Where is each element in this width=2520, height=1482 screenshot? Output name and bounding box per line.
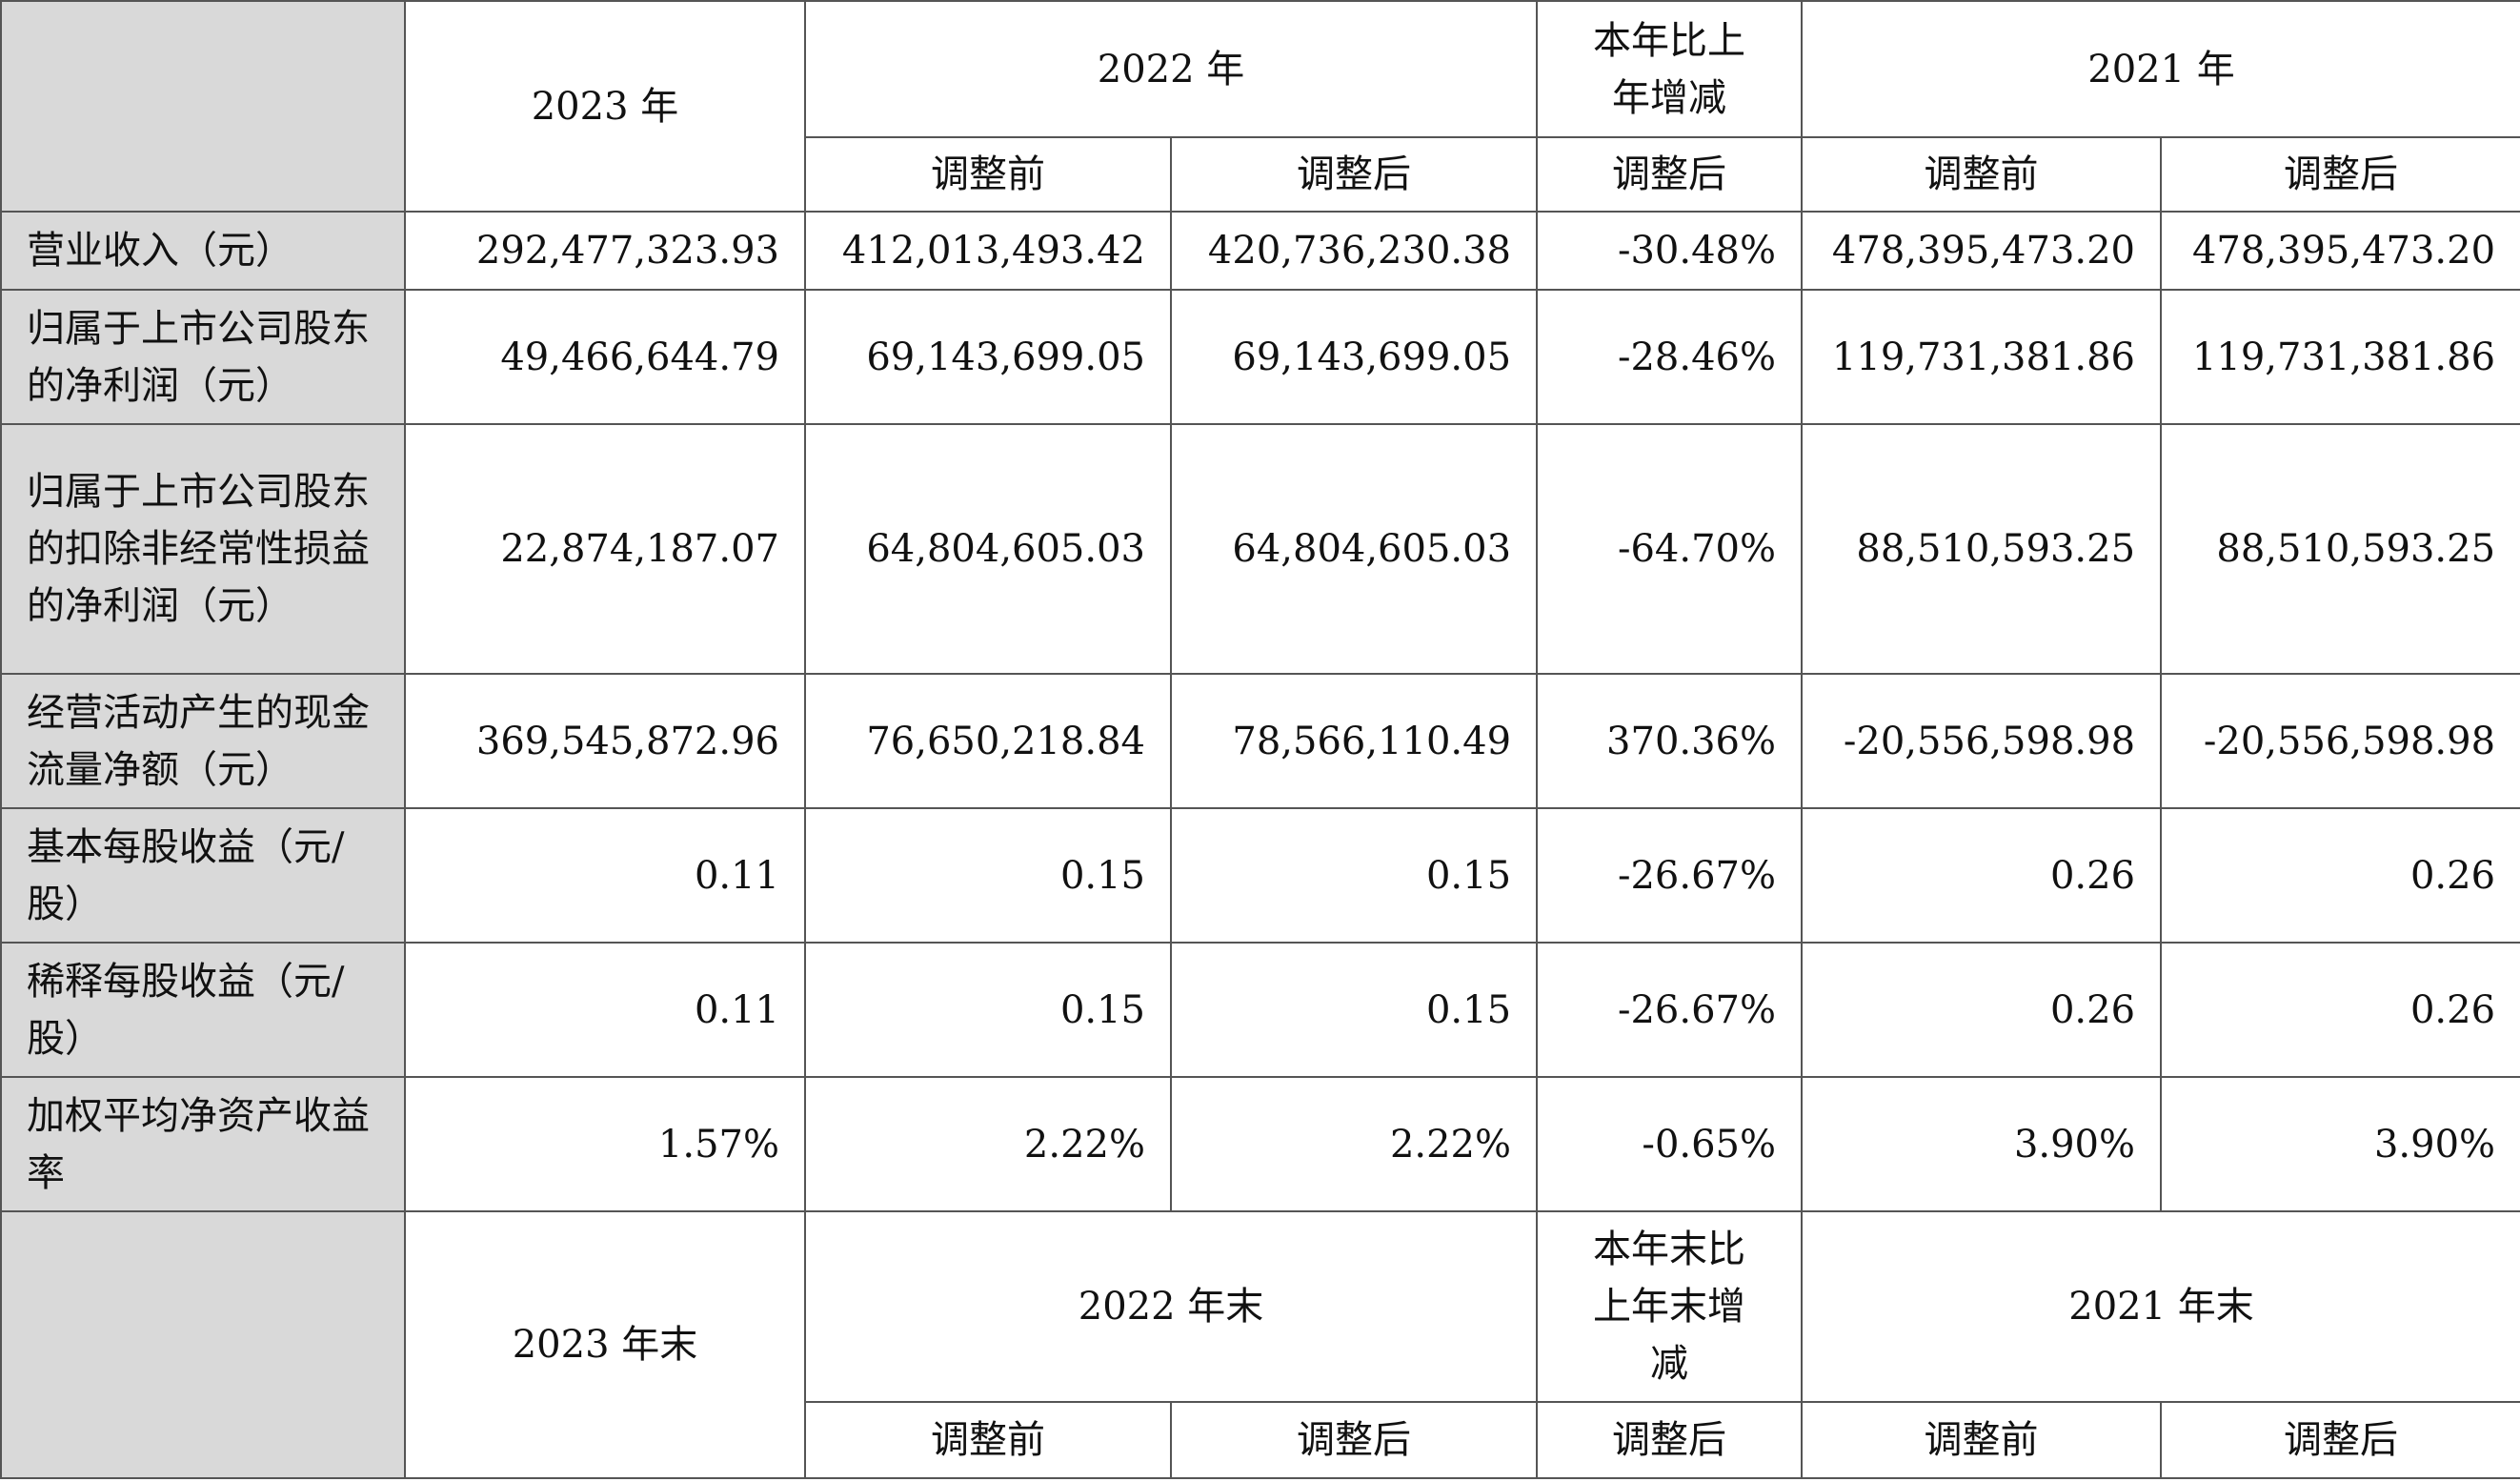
- cell-2023: 0.11: [404, 807, 806, 944]
- header-2022-before: 调整前: [804, 136, 1172, 213]
- footer-corner-cell: [0, 1210, 406, 1479]
- header-2021-end-before: 调整前: [1801, 1401, 2163, 1479]
- cell-2021-after: 0.26: [2160, 942, 2520, 1078]
- cell-2022-after: 0.15: [1169, 807, 1539, 944]
- cell-2022-before: 0.15: [804, 942, 1172, 1078]
- row-label: 归属于上市公司股东的净利润（元）: [0, 289, 406, 425]
- header-yoy-end-text: 本年末比上年末增减: [1593, 1228, 1746, 1386]
- cell-2022-before: 64,804,605.03: [804, 423, 1172, 675]
- header-2023-end: 2023 年末: [404, 1210, 806, 1479]
- header-yoy-text: 本年比上年增减: [1593, 18, 1746, 120]
- cell-2021-after: 478,395,473.20: [2160, 211, 2520, 291]
- cell-2022-before: 2.22%: [804, 1076, 1172, 1212]
- header-yoy-end: 本年末比上年末增减: [1536, 1210, 1804, 1403]
- row-label: 归属于上市公司股东的扣除非经常性损益的净利润（元）: [0, 423, 406, 675]
- cell-2022-after: 69,143,699.05: [1169, 289, 1539, 425]
- footer-header-row-2: 调整前 调整后 调整后 调整前 调整后: [1, 1401, 2520, 1479]
- header-2022: 2022 年: [803, 0, 1539, 138]
- cell-yoy: -26.67%: [1536, 807, 1804, 944]
- cell-2021-before: 88,510,593.25: [1801, 423, 2163, 675]
- cell-2023: 1.57%: [404, 1076, 806, 1212]
- footer-header-row-1: 2023 年末 2022 年末 本年末比上年末增减 2021 年末: [0, 1210, 2520, 1479]
- header-2021-end-after: 调整后: [2160, 1401, 2520, 1479]
- table-row: 经营活动产生的现金流量净额（元） 369,545,872.96 76,650,2…: [0, 673, 2520, 809]
- table-row: 加权平均净资产收益率 1.57% 2.22% 2.22% -0.65% 3.90…: [0, 1076, 2520, 1212]
- cell-2022-after: 64,804,605.03: [1169, 423, 1539, 675]
- cell-2021-after: 88,510,593.25: [2160, 423, 2520, 675]
- cell-2021-after: 3.90%: [2160, 1076, 2520, 1212]
- header-yoy-end-after: 调整后: [1536, 1401, 1804, 1479]
- header-2023: 2023 年: [404, 0, 806, 213]
- cell-2022-after: 0.15: [1169, 942, 1539, 1078]
- header-2021: 2021 年: [1801, 0, 2520, 138]
- cell-2021-before: 0.26: [1801, 942, 2163, 1078]
- header-row-2: 调整前 调整后 调整后 调整前 调整后: [1, 136, 2520, 213]
- row-label: 营业收入（元）: [0, 211, 406, 291]
- header-corner-cell: [0, 0, 406, 213]
- header-2021-end: 2021 年末: [1801, 1210, 2520, 1403]
- cell-2023: 292,477,323.93: [404, 211, 806, 291]
- table-row: 归属于上市公司股东的净利润（元） 49,466,644.79 69,143,69…: [0, 289, 2520, 425]
- cell-2022-after: 78,566,110.49: [1169, 673, 1539, 809]
- header-yoy: 本年比上年增减: [1536, 0, 1804, 138]
- cell-yoy: -64.70%: [1536, 423, 1804, 675]
- cell-2021-before: 0.26: [1801, 807, 2163, 944]
- cell-2022-before: 76,650,218.84: [804, 673, 1172, 809]
- cell-yoy: -26.67%: [1536, 942, 1804, 1078]
- cell-2021-before: 478,395,473.20: [1801, 211, 2163, 291]
- cell-2023: 0.11: [404, 942, 806, 1078]
- cell-2021-after: 0.26: [2160, 807, 2520, 944]
- cell-yoy: -0.65%: [1536, 1076, 1804, 1212]
- cell-2023: 49,466,644.79: [404, 289, 806, 425]
- header-yoy-after: 调整后: [1536, 136, 1804, 213]
- cell-2021-after: -20,556,598.98: [2160, 673, 2520, 809]
- cell-yoy: -28.46%: [1536, 289, 1804, 425]
- table-row: 营业收入（元） 292,477,323.93 412,013,493.42 42…: [0, 211, 2520, 291]
- header-2022-after: 调整后: [1169, 136, 1539, 213]
- cell-yoy: -30.48%: [1536, 211, 1804, 291]
- cell-2023: 369,545,872.96: [404, 673, 806, 809]
- row-label: 经营活动产生的现金流量净额（元）: [0, 673, 406, 809]
- row-label: 稀释每股收益（元/股）: [0, 942, 406, 1078]
- header-2021-before: 调整前: [1801, 136, 2163, 213]
- cell-2022-before: 0.15: [804, 807, 1172, 944]
- header-2021-after: 调整后: [2160, 136, 2520, 213]
- header-row-1: 2023 年 2022 年 本年比上年增减 2021 年: [0, 0, 2520, 213]
- cell-2023: 22,874,187.07: [404, 423, 806, 675]
- header-2022-end: 2022 年末: [803, 1210, 1539, 1403]
- table-row: 归属于上市公司股东的扣除非经常性损益的净利润（元） 22,874,187.07 …: [0, 423, 2520, 675]
- cell-2021-after: 119,731,381.86: [2160, 289, 2520, 425]
- table-row: 稀释每股收益（元/股） 0.11 0.15 0.15 -26.67% 0.26 …: [0, 942, 2520, 1078]
- cell-2022-after: 2.22%: [1169, 1076, 1539, 1212]
- cell-2022-before: 69,143,699.05: [804, 289, 1172, 425]
- cell-2021-before: 119,731,381.86: [1801, 289, 2163, 425]
- cell-2022-after: 420,736,230.38: [1169, 211, 1539, 291]
- cell-2021-before: 3.90%: [1801, 1076, 2163, 1212]
- cell-2022-before: 412,013,493.42: [804, 211, 1172, 291]
- cell-yoy: 370.36%: [1536, 673, 1804, 809]
- header-2022-end-before: 调整前: [804, 1401, 1172, 1479]
- row-label: 基本每股收益（元/股）: [0, 807, 406, 944]
- header-2022-end-after: 调整后: [1169, 1401, 1539, 1479]
- cell-2021-before: -20,556,598.98: [1801, 673, 2163, 809]
- row-label: 加权平均净资产收益率: [0, 1076, 406, 1212]
- table-row: 基本每股收益（元/股） 0.11 0.15 0.15 -26.67% 0.26 …: [0, 807, 2520, 944]
